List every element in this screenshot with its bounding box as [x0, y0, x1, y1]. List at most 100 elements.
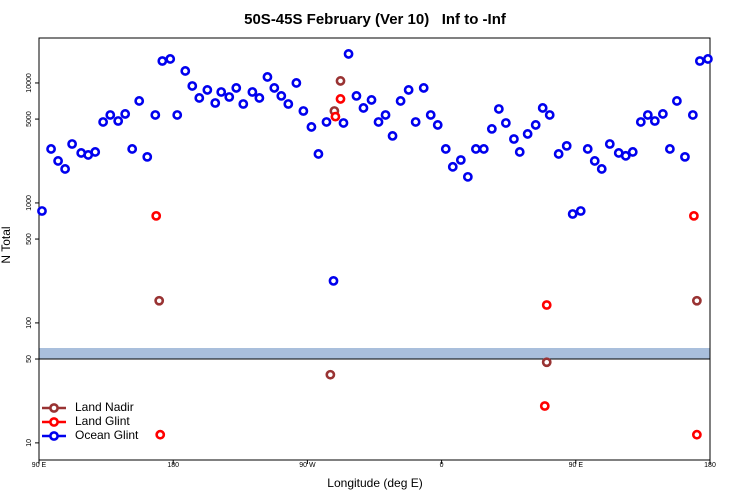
point: [172, 110, 183, 120]
point: [627, 147, 638, 157]
point: [455, 155, 466, 165]
point: [410, 117, 421, 127]
point: [321, 117, 332, 127]
point: [298, 106, 309, 116]
point: [561, 140, 572, 151]
point: [313, 149, 324, 159]
point: [635, 117, 646, 127]
point: [46, 144, 56, 154]
point: [338, 118, 349, 128]
point: [325, 369, 336, 380]
point: [366, 95, 377, 105]
point: [283, 99, 294, 109]
point: [60, 164, 70, 174]
point: [351, 91, 362, 101]
point: [500, 118, 511, 128]
point: [575, 206, 586, 216]
legend-label: Ocean Glint: [75, 428, 139, 442]
point: [514, 147, 525, 157]
point: [596, 164, 607, 174]
point: [328, 275, 339, 286]
point: [291, 78, 302, 88]
point: [154, 295, 165, 306]
x-tick-label: 180: [704, 462, 716, 469]
point: [493, 104, 504, 114]
point: [224, 92, 235, 102]
point: [380, 110, 391, 120]
point: [462, 171, 473, 182]
point: [589, 156, 600, 166]
point: [202, 85, 213, 95]
point: [470, 144, 481, 154]
point: [120, 109, 131, 119]
point: [582, 144, 593, 154]
point: [105, 110, 116, 120]
point: [620, 150, 631, 161]
point: [150, 110, 161, 120]
point: [671, 96, 682, 106]
point: [187, 81, 198, 91]
point: [157, 56, 168, 66]
point: [335, 94, 346, 104]
point: [537, 103, 548, 113]
point: [680, 151, 690, 162]
point: [522, 129, 533, 139]
point: [37, 206, 47, 216]
point: [127, 144, 138, 154]
y-tick-label: 10000: [26, 73, 33, 93]
point: [541, 357, 552, 368]
point: [165, 54, 176, 64]
x-tick-label: 0: [440, 462, 444, 469]
point: [567, 209, 578, 219]
point: [67, 139, 78, 149]
point: [343, 49, 354, 59]
point: [509, 134, 519, 144]
point: [373, 117, 384, 127]
y-tick-label: 100: [26, 317, 33, 329]
x-tick-label: 90 E: [32, 462, 47, 469]
x-tick-label: 90 W: [299, 462, 316, 469]
shaded-band: [39, 348, 710, 359]
point: [657, 109, 668, 119]
point: [90, 147, 101, 157]
point: [418, 83, 429, 93]
point: [180, 66, 191, 76]
point: [530, 120, 541, 130]
point: [335, 76, 346, 86]
point: [403, 85, 414, 95]
point: [694, 56, 705, 66]
point: [664, 144, 675, 154]
point: [553, 149, 564, 159]
point: [649, 116, 660, 126]
point: [231, 83, 242, 93]
y-tick-label: 10: [26, 439, 33, 447]
point: [432, 120, 443, 130]
point: [688, 210, 699, 221]
point: [238, 99, 249, 109]
point: [486, 124, 497, 134]
point: [53, 156, 63, 166]
x-axis-label: Longitude (deg E): [327, 476, 422, 490]
y-tick-label: 1000: [26, 195, 33, 211]
y-axis-label: N Total: [0, 226, 13, 263]
point: [210, 98, 221, 108]
point: [151, 210, 162, 221]
y-tick-label: 50: [26, 355, 33, 363]
point: [216, 87, 227, 97]
point: [306, 122, 317, 132]
point: [687, 110, 698, 120]
legend-marker: [49, 417, 59, 427]
point: [134, 96, 145, 106]
x-tick-label: 90 E: [569, 462, 584, 469]
point: [395, 96, 406, 106]
legend-marker: [49, 403, 59, 413]
point: [142, 151, 153, 162]
point: [541, 300, 552, 310]
point: [269, 83, 280, 93]
point: [604, 139, 615, 149]
point: [262, 72, 273, 82]
point: [254, 93, 265, 103]
chart-title: 50S-45S February (Ver 10) Inf to -Inf: [244, 11, 507, 28]
